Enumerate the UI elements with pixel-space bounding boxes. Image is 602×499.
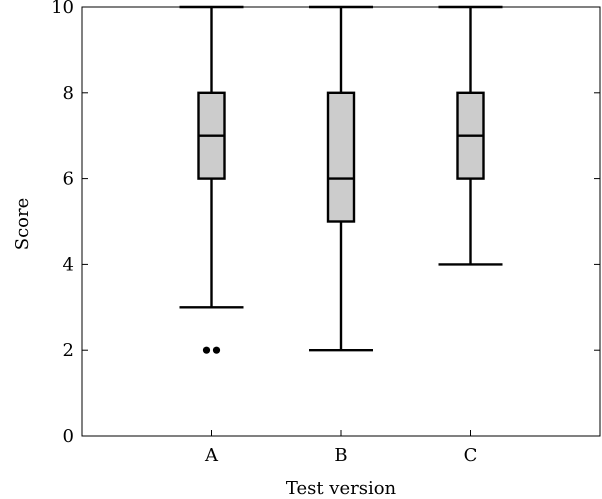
x-axis: A B C	[204, 7, 477, 466]
y-tick-label: 6	[63, 169, 74, 190]
x-tick-label: A	[204, 445, 219, 466]
y-tick-label: 0	[63, 426, 74, 447]
box-B	[309, 5, 373, 352]
interquartile-box	[326, 91, 356, 223]
y-tick-label: 8	[63, 83, 74, 104]
x-tick-label: C	[464, 445, 478, 466]
y-tick-label: 2	[63, 340, 74, 361]
boxes-layer	[179, 5, 503, 354]
x-tick-label: B	[334, 445, 347, 466]
y-axis-label: Score	[12, 198, 33, 251]
box-A	[179, 5, 244, 354]
x-axis-label: Test version	[286, 478, 397, 499]
box-C	[438, 5, 503, 266]
y-axis: 0 2 4 6 8 10	[51, 0, 600, 447]
outlier-point	[202, 346, 211, 354]
y-tick-label: 4	[63, 254, 74, 275]
outlier-point	[212, 346, 221, 354]
y-tick-label: 10	[51, 0, 74, 18]
